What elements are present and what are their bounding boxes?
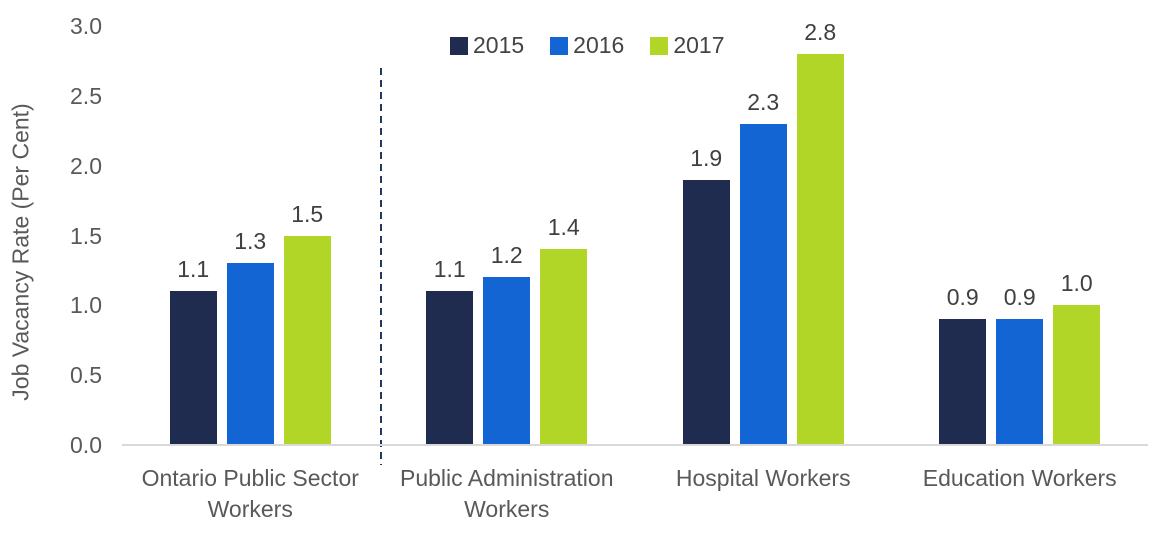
bar-2015-category-1 — [426, 291, 474, 445]
bar-2016-category-2 — [739, 123, 787, 445]
legend: 2015 2016 2017 — [450, 32, 725, 59]
bar-value-label: 1.0 — [1060, 270, 1093, 297]
separator-dashed-line — [380, 68, 382, 465]
bar-value-label: 2.8 — [804, 18, 837, 45]
bar-2015-category-2 — [682, 179, 730, 445]
bar-2016-category-0 — [226, 263, 274, 445]
x-category-label: Education Workers — [922, 465, 1117, 491]
bar-2016-category-3 — [996, 319, 1044, 445]
bar-value-label: 1.3 — [234, 228, 267, 255]
legend-swatch-2017 — [650, 36, 669, 55]
x-category-label: Public Administration Workers — [400, 465, 614, 522]
bar-2017-category-0 — [283, 235, 331, 445]
y-axis-title: Job Vacancy Rate (Per Cent) — [7, 103, 34, 401]
y-tick-label: 1.0 — [70, 292, 102, 319]
bar-value-label: 1.1 — [433, 256, 466, 283]
legend-label: 2017 — [673, 32, 725, 58]
legend-item-2017: 2017 — [650, 32, 725, 59]
legend-label: 2016 — [573, 32, 625, 58]
bar-value-label: 2.3 — [747, 88, 780, 115]
bar-value-label: 1.2 — [490, 242, 523, 269]
x-category-label: Ontario Public Sector Workers — [141, 465, 359, 522]
bar-2017-category-1 — [540, 249, 588, 445]
y-tick-label: 0.0 — [70, 432, 102, 458]
bar-value-label: 0.9 — [946, 284, 979, 311]
legend-swatch-2015 — [450, 36, 468, 55]
bar-value-label: 1.9 — [690, 144, 723, 171]
y-tick-label: 1.5 — [70, 222, 102, 249]
bar-2015-category-0 — [169, 291, 217, 445]
bar-value-label: 1.5 — [291, 200, 324, 227]
x-category-label: Hospital Workers — [675, 465, 851, 491]
bar-2016-category-1 — [483, 277, 531, 445]
bar-2015-category-3 — [939, 319, 987, 445]
bar-value-label: 0.9 — [1003, 284, 1036, 311]
y-tick-label: 0.5 — [70, 362, 102, 389]
bar-2017-category-2 — [796, 53, 844, 445]
legend-swatch-2016 — [550, 36, 569, 55]
x-axis-line — [122, 444, 1148, 446]
legend-item-2015: 2015 — [450, 32, 524, 59]
y-tick-label: 2.0 — [70, 152, 102, 179]
bar-2017-category-3 — [1053, 305, 1101, 445]
bar-value-label: 1.4 — [547, 214, 580, 241]
y-tick-label: 2.5 — [70, 82, 102, 109]
legend-item-2016: 2016 — [550, 32, 624, 59]
y-tick-label: 3.0 — [70, 13, 102, 39]
bar-value-label: 1.1 — [177, 256, 210, 283]
legend-label: 2015 — [473, 32, 525, 58]
